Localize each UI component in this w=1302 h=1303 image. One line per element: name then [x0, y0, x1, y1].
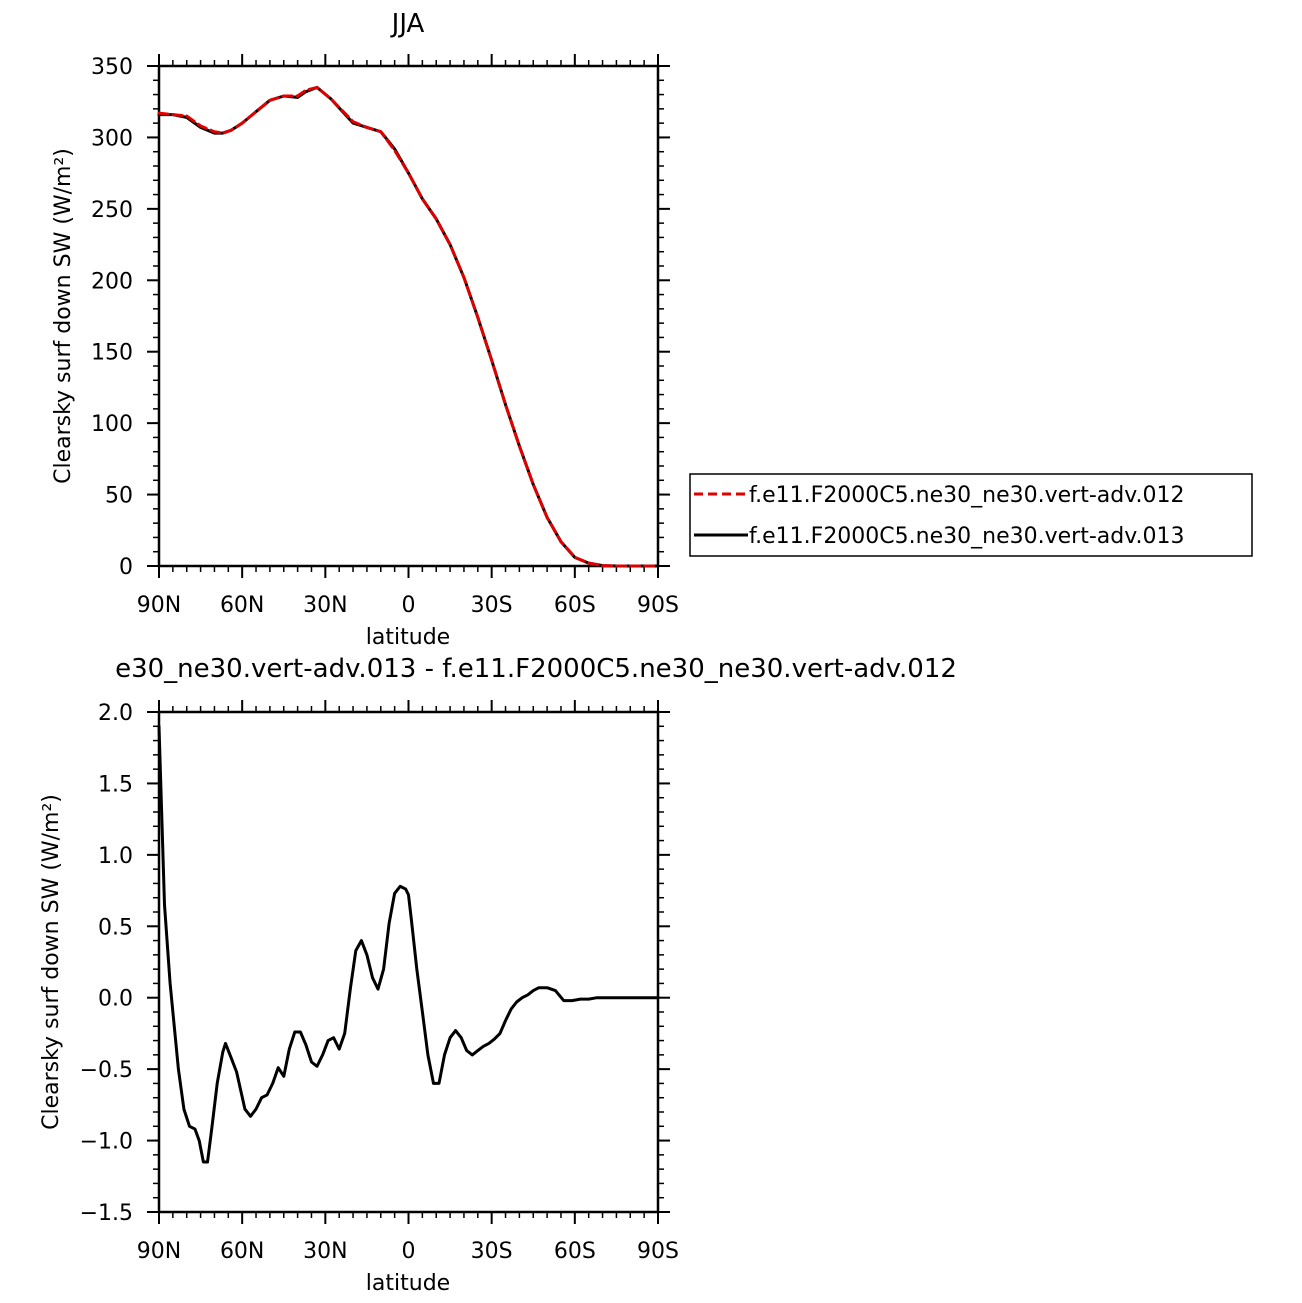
- top-y-tick-label: 0: [119, 555, 133, 580]
- top-x-tick-label: 30S: [471, 593, 513, 618]
- top-y-tick-label: 150: [91, 341, 133, 366]
- bottom-y-tick-label: 0.0: [98, 987, 133, 1012]
- legend-box: [689, 473, 1253, 557]
- top-chart-xlabel: latitude: [366, 625, 450, 650]
- top-chart-ylabel: Clearsky surf down SW (W/m²): [51, 148, 76, 484]
- top-chart-marks: 90N 60N 30N 0 30S 60S 90S 0 50 100 150 200 250 300 350: [91, 54, 679, 618]
- legend: f.e11.F2000C5.ne30_ne30.vert-adv.012 f.e…: [689, 473, 1253, 557]
- bottom-x-tick-label: 0: [402, 1239, 416, 1264]
- top-chart-title: JJA: [390, 9, 425, 39]
- top-series-line-1: [157, 85, 660, 568]
- bottom-x-tick-label: 90N: [137, 1239, 181, 1264]
- top-x-tick-label: 60S: [554, 593, 596, 618]
- top-y-tick-label: 300: [91, 126, 133, 151]
- top-series-line-0: [157, 85, 660, 568]
- top-x-tick-label: 0: [402, 593, 416, 618]
- top-x-tick-label: 90N: [137, 593, 181, 618]
- top-x-tick-label: 30N: [303, 593, 347, 618]
- top-y-tick-label: 350: [91, 55, 133, 80]
- bottom-y-tick-label: −1.0: [80, 1130, 133, 1155]
- bottom-x-tick-label: 90S: [637, 1239, 679, 1264]
- top-x-tick-label: 90S: [637, 593, 679, 618]
- bottom-x-tick-label: 60N: [220, 1239, 264, 1264]
- bottom-y-tick-label: −0.5: [80, 1058, 133, 1083]
- bottom-x-tick-label: 60S: [554, 1239, 596, 1264]
- bottom-plot-frame: [157, 710, 660, 1214]
- legend-label-013: f.e11.F2000C5.ne30_ne30.vert-adv.013: [749, 524, 1185, 549]
- bottom-y-tick-label: −1.5: [80, 1201, 133, 1226]
- bottom-chart-marks: 90N 60N 30N 0 30S 60S 90S −1.5 −1.0 −0.5 0.0 0.5 1.0…: [80, 700, 679, 1264]
- bottom-line-chart: e30_ne30.vert-adv.013 - f.e11.F2000C5.ne…: [39, 654, 957, 1296]
- bottom-y-tick-label: 0.5: [98, 915, 133, 940]
- bottom-series-line-0: [157, 724, 660, 1164]
- top-line-chart: JJA Clearsky surf down SW (W/m²) latitud…: [51, 9, 679, 650]
- bottom-y-tick-label: 1.5: [98, 772, 133, 797]
- bottom-y-tick-label: 2.0: [98, 701, 133, 726]
- top-plot-frame: [157, 64, 660, 568]
- bottom-chart-xlabel: latitude: [366, 1271, 450, 1296]
- top-y-tick-label: 50: [105, 484, 133, 509]
- bottom-y-tick-label: 1.0: [98, 844, 133, 869]
- bottom-chart-ylabel: Clearsky surf down SW (W/m²): [39, 794, 64, 1130]
- bottom-x-tick-label: 30N: [303, 1239, 347, 1264]
- bottom-x-tick-label: 30S: [471, 1239, 513, 1264]
- top-y-tick-label: 250: [91, 198, 133, 223]
- top-x-tick-label: 60N: [220, 593, 264, 618]
- bottom-chart-title: e30_ne30.vert-adv.013 - f.e11.F2000C5.ne…: [115, 654, 957, 684]
- top-y-tick-label: 200: [91, 269, 133, 294]
- legend-label-012: f.e11.F2000C5.ne30_ne30.vert-adv.012: [749, 483, 1185, 508]
- top-y-tick-label: 100: [91, 412, 133, 437]
